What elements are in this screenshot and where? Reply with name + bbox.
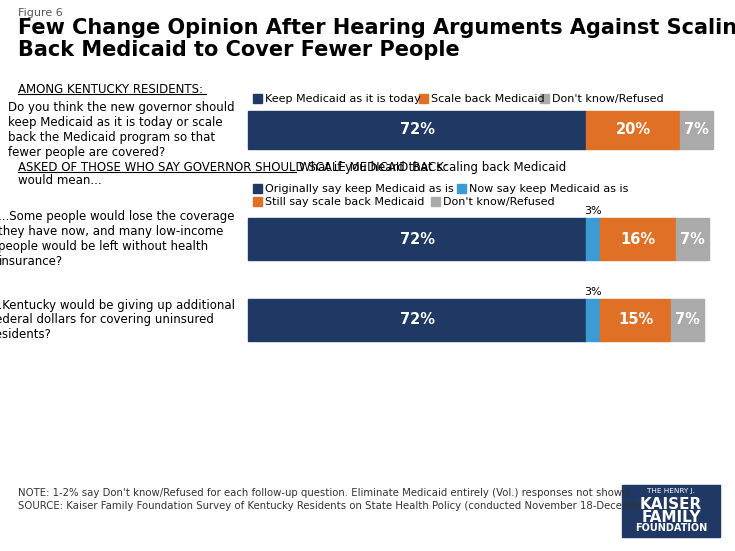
Bar — [587, 218, 600, 260]
Bar — [675, 218, 709, 260]
Text: 3%: 3% — [584, 206, 602, 216]
Text: Figure 6: Figure 6 — [18, 8, 62, 18]
Bar — [600, 299, 671, 341]
Text: 7%: 7% — [684, 122, 709, 138]
Text: 72%: 72% — [400, 122, 434, 138]
Bar — [587, 299, 600, 341]
Bar — [681, 111, 713, 149]
Bar — [253, 197, 262, 206]
Bar — [600, 218, 675, 260]
Text: Now say keep Medicaid as is: Now say keep Medicaid as is — [469, 184, 628, 194]
Text: Scale back Medicaid: Scale back Medicaid — [431, 94, 545, 104]
Bar — [419, 94, 428, 103]
Text: 16%: 16% — [620, 231, 656, 246]
Text: KAISER: KAISER — [640, 497, 702, 512]
Text: 72%: 72% — [400, 231, 434, 246]
Text: Do you think the new governor should
keep Medicaid as it is today or scale
back : Do you think the new governor should kee… — [8, 101, 235, 159]
Text: SOURCE: Kaiser Family Foundation Survey of Kentucky Residents on State Health Po: SOURCE: Kaiser Family Foundation Survey … — [18, 501, 694, 511]
Text: 3%: 3% — [584, 287, 602, 297]
Text: 7%: 7% — [680, 231, 705, 246]
Bar — [671, 299, 704, 341]
Bar — [456, 184, 466, 193]
Text: THE HENRY J.: THE HENRY J. — [647, 488, 695, 494]
Text: would mean...: would mean... — [18, 174, 101, 187]
Text: 15%: 15% — [618, 312, 653, 327]
Text: NOTE: 1-2% say Don't know/Refused for each follow-up question. Eliminate Medicai: NOTE: 1-2% say Don't know/Refused for ea… — [18, 488, 632, 498]
Text: What if you heard that scaling back Medicaid: What if you heard that scaling back Medi… — [299, 161, 567, 174]
Text: Still say scale back Medicaid: Still say scale back Medicaid — [265, 197, 424, 207]
Text: FOUNDATION: FOUNDATION — [635, 523, 707, 533]
Text: Don't know/Refused: Don't know/Refused — [552, 94, 664, 104]
Bar — [540, 94, 549, 103]
Text: Keep Medicaid as it is today: Keep Medicaid as it is today — [265, 94, 420, 104]
Text: Few Change Opinion After Hearing Arguments Against Scaling
Back Medicaid to Cove: Few Change Opinion After Hearing Argumen… — [18, 18, 735, 61]
Text: AMONG KENTUCKY RESIDENTS:: AMONG KENTUCKY RESIDENTS: — [18, 83, 203, 96]
Text: ASKED OF THOSE WHO SAY GOVERNOR SHOULD SCALE MEDICAID BACK:: ASKED OF THOSE WHO SAY GOVERNOR SHOULD S… — [18, 161, 448, 174]
Bar — [622, 485, 720, 537]
Text: ...Some people would lose the coverage
they have now, and many low-income
people: ...Some people would lose the coverage t… — [0, 210, 235, 268]
Bar — [248, 299, 587, 341]
Text: Originally say keep Medicaid as is: Originally say keep Medicaid as is — [265, 184, 453, 194]
Text: ...Kentucky would be giving up additional
federal dollars for covering uninsured: ...Kentucky would be giving up additiona… — [0, 299, 235, 342]
Text: 20%: 20% — [616, 122, 651, 138]
Text: FAMILY: FAMILY — [641, 510, 700, 525]
Bar — [253, 184, 262, 193]
Bar — [248, 111, 587, 149]
Text: 7%: 7% — [675, 312, 700, 327]
Bar — [248, 218, 587, 260]
Text: 72%: 72% — [400, 312, 434, 327]
Text: Don't know/Refused: Don't know/Refused — [443, 197, 555, 207]
Bar — [253, 94, 262, 103]
Bar — [431, 197, 440, 206]
Bar — [587, 111, 681, 149]
